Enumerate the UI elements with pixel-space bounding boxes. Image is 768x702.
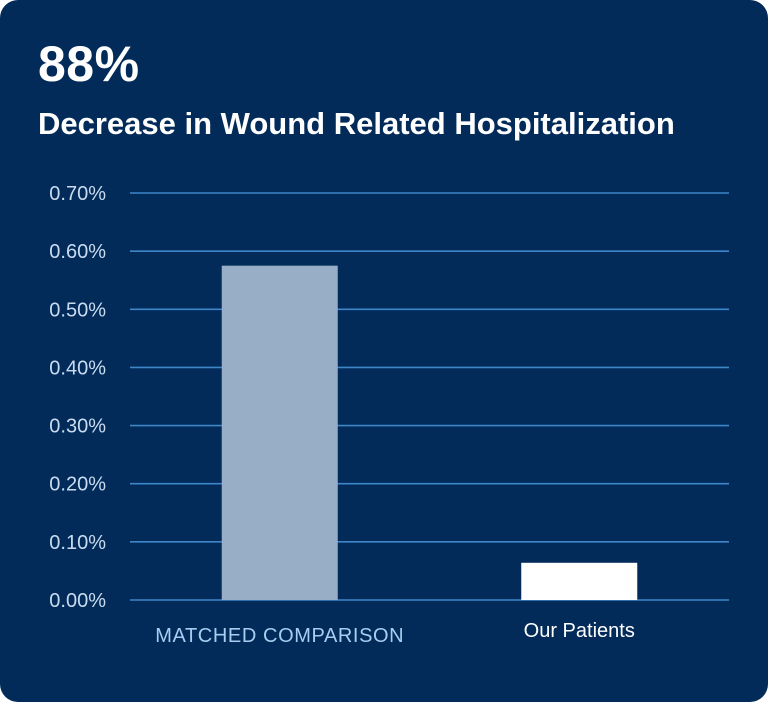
y-tick-label: 0.70%: [49, 183, 106, 205]
y-tick-label: 0.30%: [49, 416, 106, 438]
x-axis-category-labels: MATCHED COMPARISON Our Patients: [155, 620, 635, 647]
bar-matched-comparison: [221, 265, 338, 600]
chart-title: Decrease in Wound Related Hospitalizatio…: [38, 106, 675, 141]
y-tick-label: 0.50%: [49, 299, 106, 321]
y-tick-label: 0.10%: [49, 532, 106, 554]
gridlines: [130, 192, 729, 601]
y-tick-label: 0.20%: [49, 474, 106, 496]
bars: [221, 265, 638, 600]
bar-our-patients: [521, 562, 638, 600]
category-label: MATCHED COMPARISON: [155, 625, 404, 647]
y-axis-tick-labels: 0.00% 0.10% 0.20% 0.30% 0.40% 0.50% 0.60% 0.70%: [49, 183, 106, 612]
y-tick-label: 0.40%: [49, 357, 106, 379]
category-label: Our Patients: [524, 620, 635, 642]
headline-percentage: 88%: [38, 36, 140, 92]
y-tick-label: 0.60%: [49, 241, 106, 263]
y-tick-label: 0.00%: [49, 590, 106, 612]
